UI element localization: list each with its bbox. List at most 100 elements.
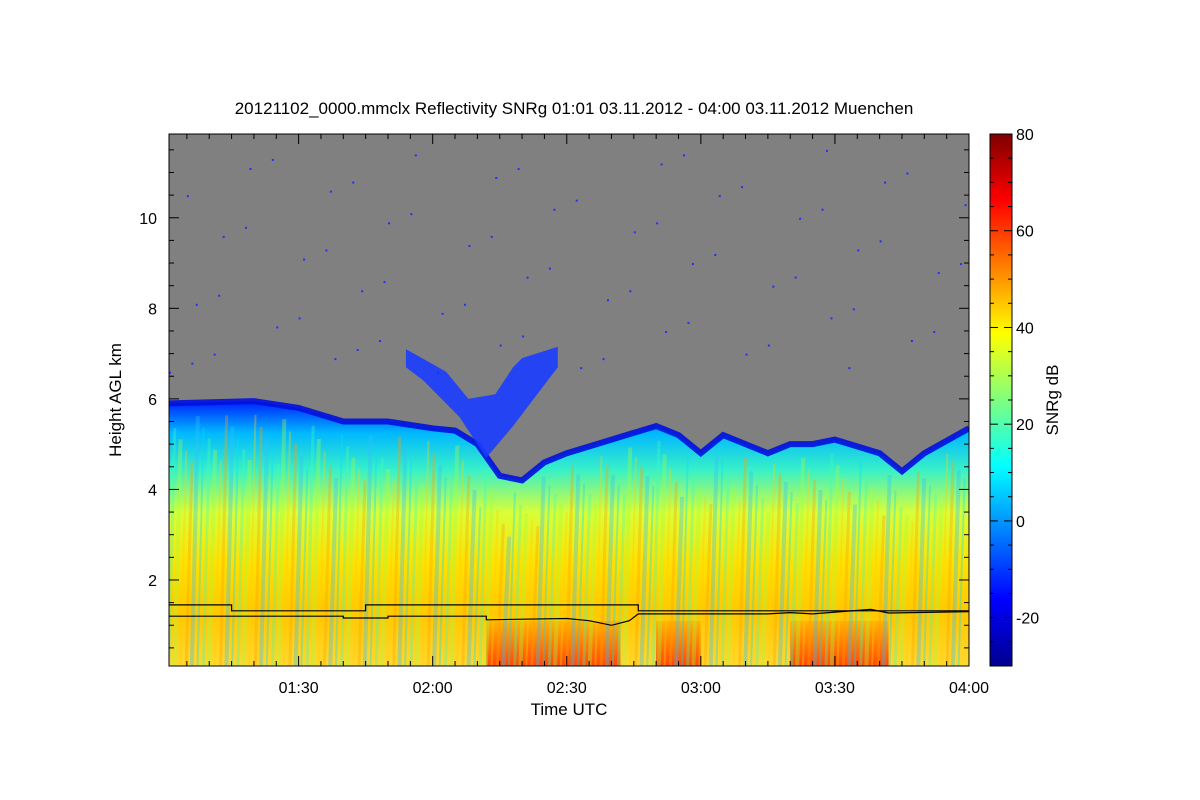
x-tick-label: 03:00 <box>681 680 721 697</box>
fall-streak <box>369 446 378 666</box>
fall-streak <box>743 471 754 666</box>
noise-pixel <box>352 181 355 184</box>
cloud-top-edge <box>169 398 969 484</box>
fall-streak <box>628 457 637 666</box>
fall-streak <box>616 494 626 666</box>
noise-pixel <box>303 258 306 261</box>
colorbar-tick-label: 60 <box>1016 224 1034 241</box>
noise-pixel <box>361 290 364 293</box>
noise-pixel <box>195 303 198 306</box>
fall-streak <box>847 504 858 666</box>
fall-streak <box>807 479 817 666</box>
noise-pixel <box>960 263 963 266</box>
noise-pixel <box>580 367 583 370</box>
fall-streak <box>201 438 211 666</box>
fall-streak <box>853 461 862 666</box>
noise-pixel <box>745 353 748 356</box>
fall-streak <box>169 416 170 459</box>
fall-streak <box>283 431 292 666</box>
fall-streak <box>421 441 430 666</box>
x-axis-label: Time UTC <box>531 700 608 719</box>
fall-streak <box>213 460 222 666</box>
noise-pixel <box>665 330 668 333</box>
cloud-reflectivity-area <box>169 401 969 666</box>
noise-pixel <box>522 335 525 338</box>
x-axis: 01:30 02:00 02:30 03:00 03:30 04:00 <box>186 134 989 697</box>
fall-streak <box>236 448 246 666</box>
fall-streak <box>196 427 205 666</box>
fall-streak <box>386 481 395 666</box>
fall-streak <box>535 476 546 666</box>
fall-streak <box>334 434 343 666</box>
fall-streak <box>444 489 454 666</box>
fall-streak <box>224 426 235 666</box>
fall-streak <box>518 512 529 666</box>
fall-streak <box>587 503 598 666</box>
noise-pixel <box>387 222 390 225</box>
noise-pixel <box>553 208 556 211</box>
noise-pixel <box>441 312 444 315</box>
fall-streak <box>300 469 309 666</box>
noise-pixel <box>186 195 189 198</box>
noise-pixel <box>794 276 797 279</box>
fall-streak <box>945 462 955 666</box>
plot-area <box>169 134 969 666</box>
fall-streak <box>276 419 287 666</box>
fall-streak <box>928 494 938 666</box>
y-axis: 2 4 6 8 10 <box>139 149 969 649</box>
plot-frame <box>168 133 970 667</box>
noise-pixel <box>879 240 882 243</box>
fall-streak <box>293 456 304 666</box>
fall-streak <box>189 416 200 666</box>
fall-streak <box>871 500 880 666</box>
noise-pixel <box>830 317 833 320</box>
noise-pixel <box>298 317 301 320</box>
fall-streak <box>456 460 465 666</box>
y-tick-label: 6 <box>148 392 157 409</box>
fall-streak <box>426 453 436 666</box>
noise-pixel <box>213 353 216 356</box>
noise-pixel <box>937 272 940 275</box>
colorbar-tick-label: 20 <box>1016 417 1034 434</box>
fall-streak <box>916 478 927 666</box>
fall-streak <box>328 478 339 666</box>
noise-pixel <box>857 249 860 252</box>
fall-streak <box>777 482 788 666</box>
noise-pixel <box>772 285 775 288</box>
fall-streak <box>414 485 425 666</box>
fall-streak <box>184 461 194 666</box>
fall-streak <box>352 469 361 666</box>
fall-streak <box>708 453 719 666</box>
fall-streak <box>905 521 914 666</box>
fall-streak <box>634 466 644 666</box>
high-reflectivity-zone <box>486 620 621 666</box>
fall-streak <box>859 474 869 666</box>
y-tick-label: 2 <box>148 573 157 590</box>
fall-streak <box>829 465 840 666</box>
fall-streak <box>207 449 218 666</box>
fall-streak <box>599 465 609 666</box>
fall-streak <box>449 445 460 666</box>
fall-streak <box>577 484 586 666</box>
fall-streak <box>404 461 413 666</box>
fall-streak <box>362 435 373 666</box>
noise-pixel <box>629 290 632 293</box>
noise-pixel <box>718 195 721 198</box>
fall-streak <box>864 487 875 666</box>
fall-streak <box>345 457 356 666</box>
fall-streak <box>819 500 828 666</box>
noise-pixel <box>244 226 247 229</box>
colorbar-label: SNRg dB <box>1043 365 1062 436</box>
upper-cloud-patch <box>405 346 558 458</box>
noise-pixel <box>463 303 466 306</box>
fall-streak <box>547 494 557 666</box>
noise-pixel <box>379 340 382 343</box>
fall-streak <box>957 478 966 666</box>
fall-streak <box>322 465 332 666</box>
chart-title: 20121102_0000.mmclx Reflectivity SNRg 01… <box>235 99 914 118</box>
noise-pixel <box>499 344 502 347</box>
colorbar-tick-label: 0 <box>1016 514 1025 531</box>
fall-streak <box>305 425 315 666</box>
fall-streak <box>784 491 793 666</box>
noise-pixel <box>575 199 578 202</box>
